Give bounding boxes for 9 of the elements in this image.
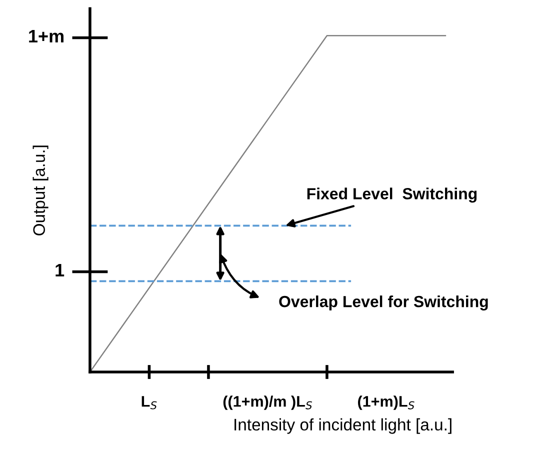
x-axis-title: Intensity of incident light [a.u.]: [234, 418, 452, 434]
x-tick-label: L$_{S}$: [142, 396, 157, 410]
text: 1: [56, 264, 64, 276]
text: 1+m: [29, 30, 64, 42]
annotation: Overlap Level for Switching: [279, 295, 488, 310]
y-axis-title: Output [a.u.]: [32, 146, 48, 236]
annotation: Fixed Level Switching: [307, 188, 477, 203]
x-tick-label: ((1+m)/m )L$_{S}$: [223, 396, 312, 410]
x-tick-label: (1+m)L$_{S}$: [358, 396, 414, 410]
